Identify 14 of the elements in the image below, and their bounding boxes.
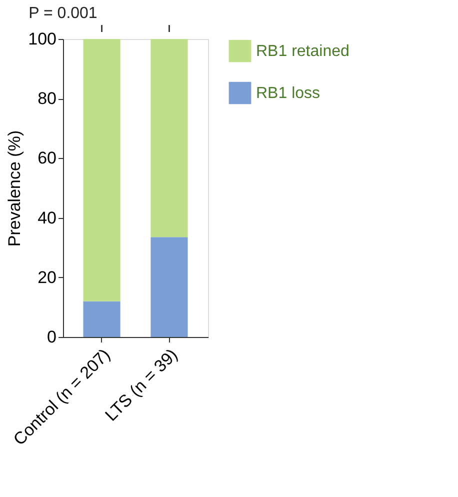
bar bbox=[150, 39, 188, 238]
legend-label: RB1 loss bbox=[256, 85, 320, 102]
y-tick-label: 20 bbox=[38, 268, 56, 287]
text: P = 0.001 bbox=[28, 5, 98, 22]
bar bbox=[83, 301, 120, 337]
y-tick-label: 80 bbox=[38, 89, 56, 108]
y-tick-label: 0 bbox=[47, 328, 56, 346]
legend-label: RB1 retained bbox=[256, 43, 350, 60]
bar bbox=[150, 237, 188, 337]
y-tick-label: 40 bbox=[38, 208, 56, 228]
y-tick-label: 100 bbox=[28, 30, 56, 48]
bar bbox=[83, 39, 120, 302]
y-tick-label: 60 bbox=[38, 148, 56, 168]
y-axis-title: Prevalence (%) bbox=[5, 130, 24, 247]
